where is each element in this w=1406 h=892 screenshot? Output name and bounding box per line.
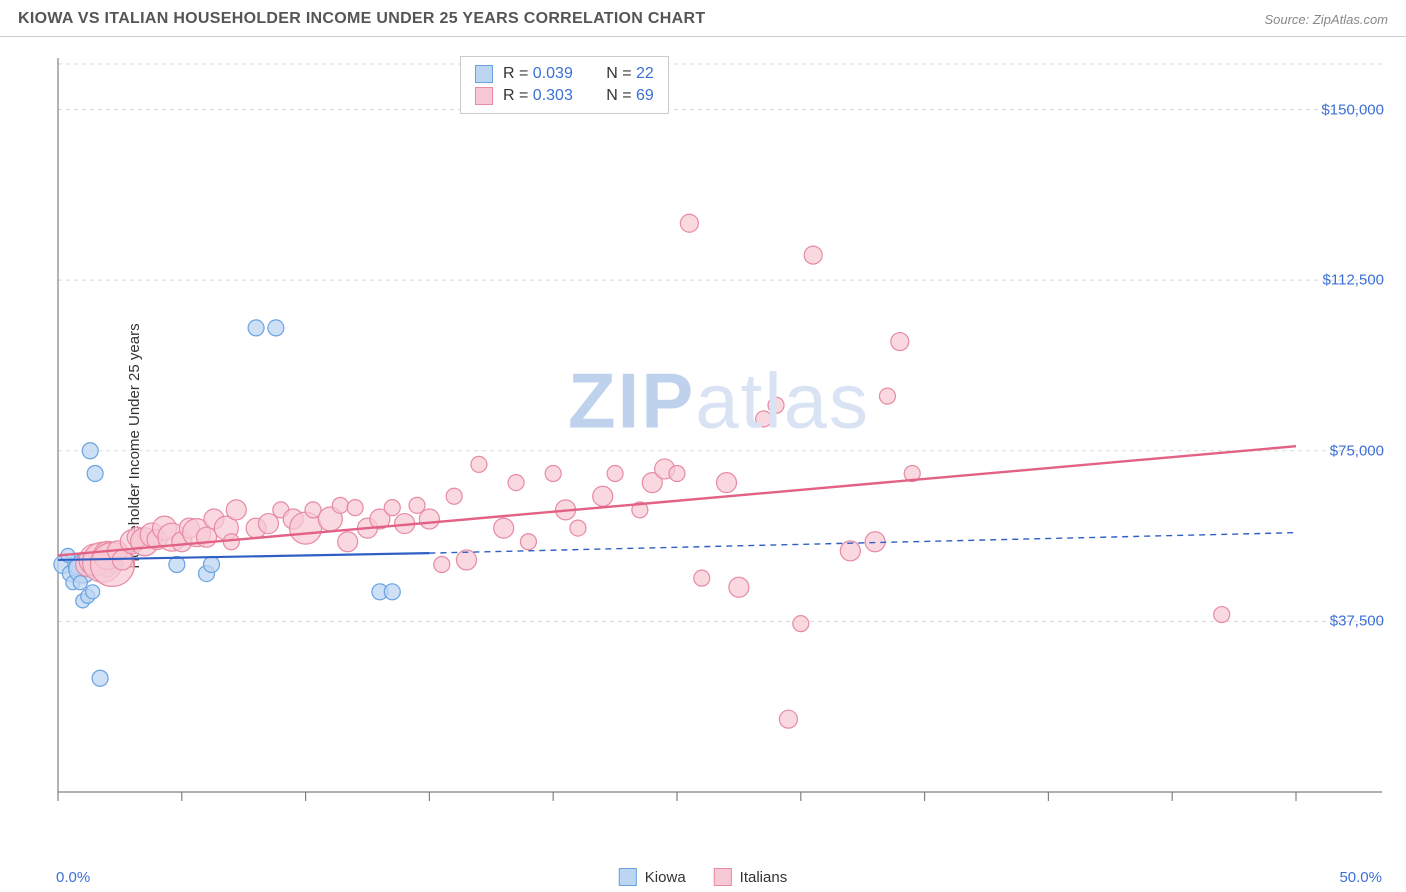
title-bar: KIOWA VS ITALIAN HOUSEHOLDER INCOME UNDE… xyxy=(0,0,1406,37)
x-min-label: 0.0% xyxy=(56,869,90,886)
legend-row: R = 0.039 N = 22 xyxy=(475,63,654,85)
legend-swatch xyxy=(714,868,732,886)
correlation-legend: R = 0.039 N = 22R = 0.303 N = 69 xyxy=(460,56,669,114)
legend-r: R = 0.303 xyxy=(503,87,573,105)
legend-n: N = 22 xyxy=(606,65,654,83)
chart-title: KIOWA VS ITALIAN HOUSEHOLDER INCOME UNDE… xyxy=(18,10,705,28)
legend-row: R = 0.303 N = 69 xyxy=(475,85,654,107)
y-tick-label: $112,500 xyxy=(1323,272,1384,289)
legend-r: R = 0.039 xyxy=(503,65,573,83)
y-tick-label: $75,000 xyxy=(1330,442,1384,459)
y-tick-label: $150,000 xyxy=(1321,101,1384,118)
legend-swatch xyxy=(475,65,493,83)
source-label: Source: ZipAtlas.com xyxy=(1264,12,1388,27)
plot-area: ZIPatlas xyxy=(52,50,1386,830)
y-tick-label: $37,500 xyxy=(1330,613,1384,630)
series-legend-label: Kiowa xyxy=(645,869,686,886)
legend-swatch xyxy=(619,868,637,886)
series-legend: Kiowa Italians xyxy=(619,868,787,886)
series-legend-item: Italians xyxy=(714,868,788,886)
chart-svg xyxy=(52,50,1386,830)
legend-swatch xyxy=(475,87,493,105)
series-legend-item: Kiowa xyxy=(619,868,686,886)
legend-n: N = 69 xyxy=(606,87,654,105)
x-max-label: 50.0% xyxy=(1339,869,1382,886)
series-legend-label: Italians xyxy=(740,869,788,886)
